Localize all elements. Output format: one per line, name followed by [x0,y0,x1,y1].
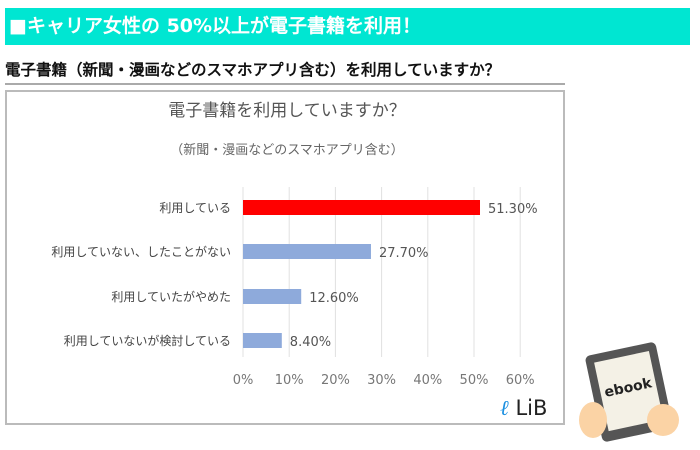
chart-subtitle: （新聞・漫画などのスマホアプリ含む） [170,142,404,158]
x-tick-label: 50% [460,373,489,388]
lib-logo: ℓ LiB [500,396,548,420]
category-label: 利用していない、したことがない [51,244,231,259]
bar [243,333,282,348]
question-heading: 電子書籍（新聞・漫画などのスマホアプリ含む）を利用していますか？ [5,58,565,85]
x-tick-label: 60% [506,373,535,388]
data-label: 12.60% [309,291,359,306]
category-label: 利用していたがやめた [111,289,231,304]
data-label: 51.30% [488,202,538,217]
chart-frame: 電子書籍を利用していますか？ （新聞・漫画などのスマホアプリ含む） 0% 10% 2… [5,90,565,425]
ebook-illustration: ebook [579,342,679,442]
bar-chart: 電子書籍を利用していますか？ （新聞・漫画などのスマホアプリ含む） 0% 10% 2… [51,101,538,388]
x-tick-label: 20% [321,373,350,388]
x-tick-label: 0% [233,373,254,388]
data-label: 8.40% [290,335,331,350]
bar [243,200,481,215]
category-label: 利用している [159,201,231,215]
data-label: 27.70% [379,246,429,261]
chart-title: 電子書籍を利用していますか？ [168,101,406,121]
bar [243,244,371,259]
headline-banner: ■キャリア女性の 50%以上が電子書籍を利用！ [5,8,690,45]
x-tick-label: 30% [367,373,396,388]
x-tick-label: 10% [275,373,304,388]
category-label: 利用していないが検討している [64,333,231,348]
x-tick-label: 40% [413,373,442,388]
bar [243,289,302,304]
